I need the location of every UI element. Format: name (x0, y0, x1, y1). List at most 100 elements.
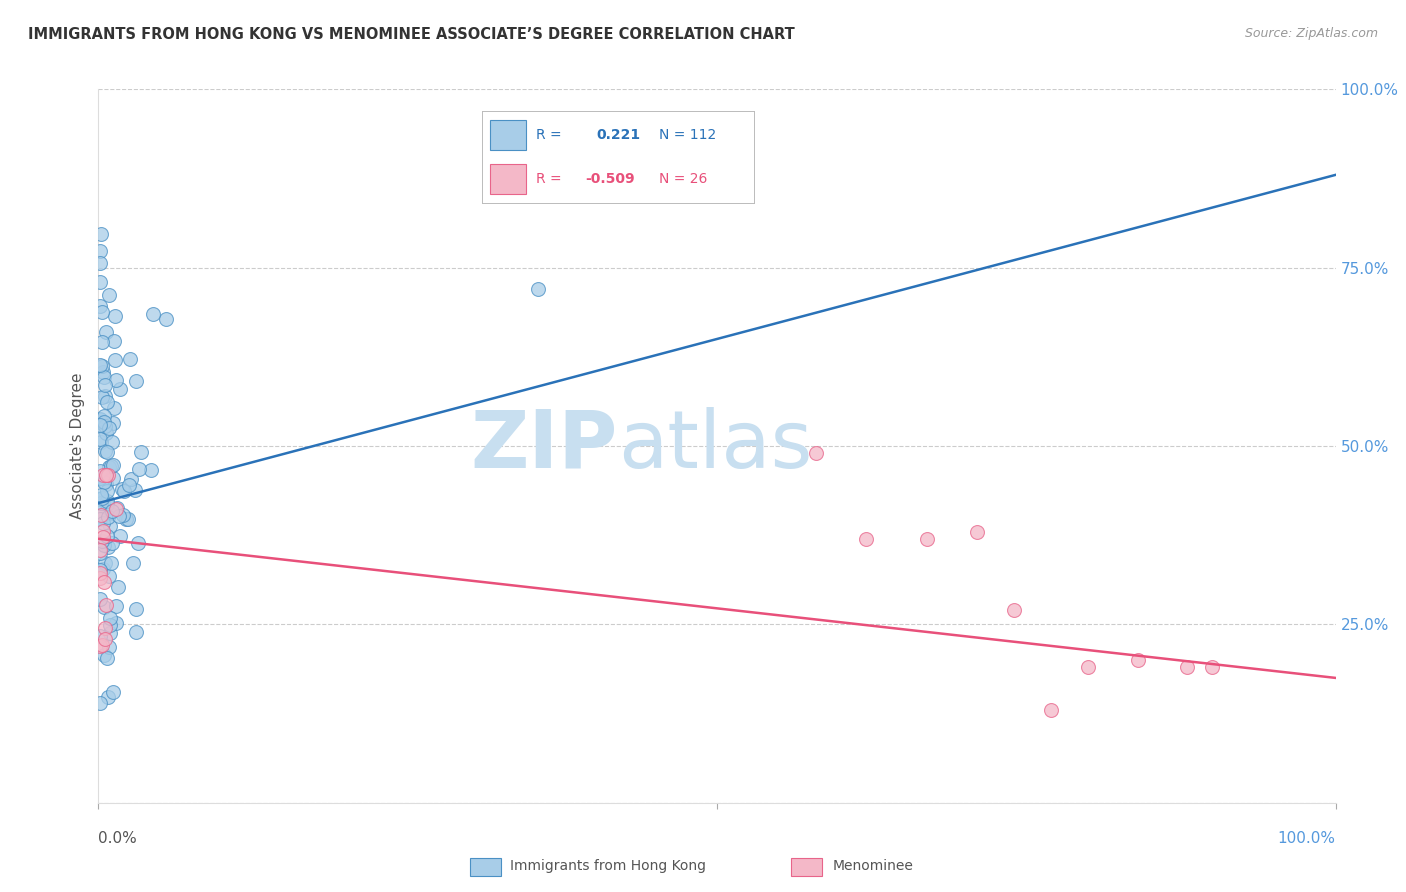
Point (94, 326, 117, 340)
Bar (470, 858, 501, 876)
Text: ZIP: ZIP (471, 407, 619, 485)
Point (1126, 653, 1149, 667)
Point (94, 378, 117, 392)
Point (91, 530, 114, 544)
Point (91, 497, 114, 511)
Point (96, 510, 118, 524)
Point (89, 358, 111, 372)
Point (108, 383, 131, 397)
Point (804, 446, 827, 460)
Point (103, 470, 125, 484)
Point (96, 394, 118, 409)
Point (105, 501, 128, 516)
Point (1002, 603, 1025, 617)
Point (93, 475, 115, 489)
Point (97, 421, 120, 435)
Point (105, 501, 128, 516)
Point (90, 508, 112, 523)
Point (90, 533, 112, 548)
Point (89, 471, 111, 485)
Point (115, 512, 138, 526)
Text: atlas: atlas (619, 407, 813, 485)
Point (89, 464, 111, 478)
Point (124, 625, 146, 640)
Point (142, 307, 165, 321)
Point (94, 556, 117, 570)
Point (128, 461, 150, 475)
Point (89, 546, 111, 560)
Point (98, 610, 121, 624)
Point (89, 543, 111, 558)
Point (89, 563, 111, 577)
Point (93, 409, 115, 423)
Point (966, 524, 988, 539)
Point (101, 458, 124, 472)
Point (94, 419, 117, 434)
Point (89, 512, 111, 526)
Point (101, 536, 124, 550)
Point (89, 696, 111, 710)
Point (101, 685, 124, 699)
Point (917, 532, 939, 546)
Point (91, 365, 114, 379)
Point (97, 690, 120, 705)
Point (90, 491, 112, 505)
Point (94, 632, 117, 646)
Point (94, 389, 117, 403)
Point (96, 650, 118, 665)
Point (111, 508, 134, 522)
Point (96, 494, 118, 508)
Point (124, 483, 146, 497)
Point (526, 282, 548, 296)
Point (98, 518, 121, 533)
Point (101, 416, 124, 430)
Point (89, 566, 111, 580)
Point (103, 334, 125, 349)
Point (97, 460, 120, 475)
Point (90, 305, 112, 319)
Point (90, 488, 112, 502)
Point (89, 418, 111, 433)
Text: Menominee: Menominee (832, 859, 912, 873)
Point (93, 369, 115, 384)
Point (1175, 660, 1198, 674)
Text: Immigrants from Hong Kong: Immigrants from Hong Kong (510, 859, 706, 873)
Text: IMMIGRANTS FROM HONG KONG VS MENOMINEE ASSOCIATE’S DEGREE CORRELATION CHART: IMMIGRANTS FROM HONG KONG VS MENOMINEE A… (28, 27, 794, 42)
Point (96, 425, 118, 440)
Point (89, 412, 111, 426)
Point (1201, 660, 1223, 674)
Point (104, 310, 127, 324)
Point (139, 463, 162, 477)
Point (96, 529, 118, 543)
Y-axis label: Associate's Degree: Associate's Degree (70, 373, 86, 519)
Point (101, 435, 124, 450)
Point (93, 600, 115, 615)
Point (110, 529, 132, 543)
Point (131, 444, 153, 458)
Point (89, 592, 111, 607)
Point (104, 353, 127, 368)
Point (89, 639, 111, 653)
Point (89, 256, 111, 270)
Point (98, 288, 121, 302)
Point (120, 472, 142, 486)
Point (118, 478, 141, 492)
Point (125, 602, 148, 616)
Point (93, 524, 115, 538)
Point (89, 415, 111, 429)
Point (118, 352, 141, 367)
Point (89, 491, 111, 506)
Point (91, 390, 114, 404)
Point (127, 536, 149, 550)
Point (91, 467, 114, 482)
Point (104, 615, 127, 630)
Point (855, 532, 877, 546)
Point (96, 483, 118, 498)
Point (105, 599, 128, 613)
Point (90, 435, 112, 450)
Point (89, 275, 111, 289)
Point (101, 504, 124, 518)
Bar (792, 858, 823, 876)
Point (91, 516, 114, 530)
Point (89, 244, 111, 259)
